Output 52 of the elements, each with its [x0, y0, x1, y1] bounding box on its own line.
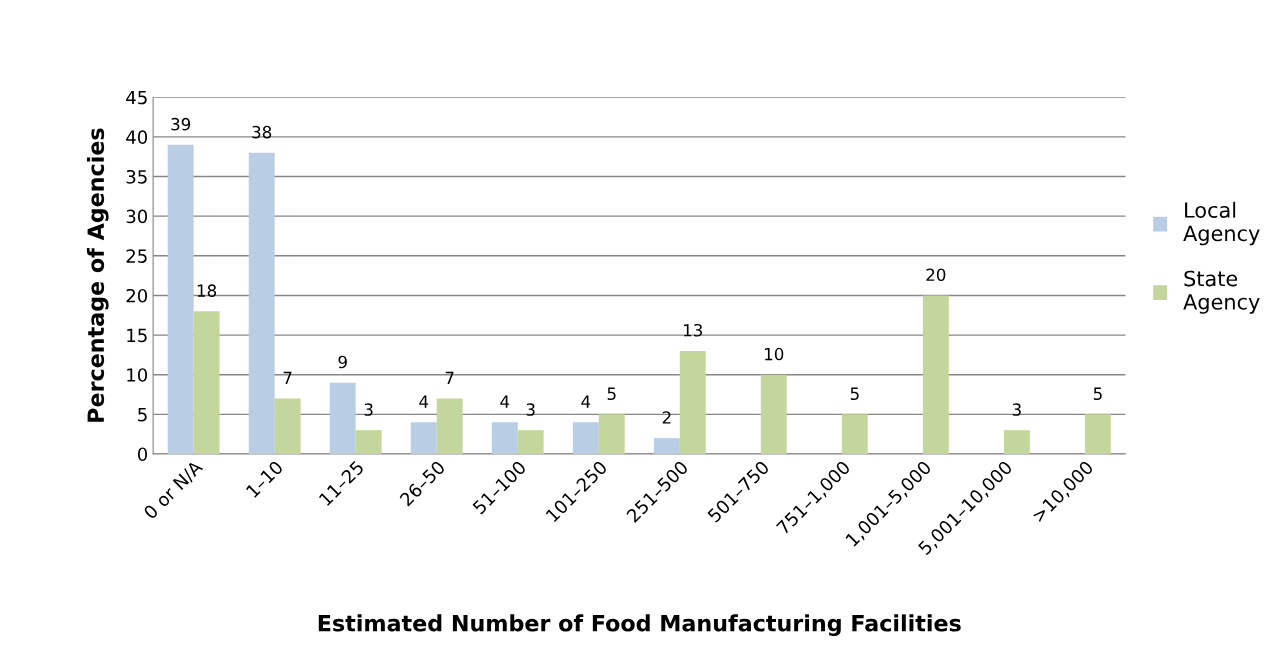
bar — [355, 430, 382, 454]
data-label: 4 — [500, 395, 510, 408]
data-label: 5 — [607, 387, 616, 401]
y-axis-title: Percentage of Agencies — [86, 128, 109, 422]
y-tick-label: 5 — [138, 408, 147, 422]
data-label: 3 — [364, 403, 373, 416]
data-label: 18 — [197, 284, 217, 297]
data-label: 5 — [850, 387, 859, 401]
bar — [679, 350, 706, 454]
data-label: 39 — [171, 117, 191, 131]
y-tick-label: 20 — [126, 288, 148, 303]
data-label: 3 — [526, 403, 535, 416]
legend-label: Local Agency — [1183, 201, 1260, 246]
data-label: 3 — [1012, 403, 1021, 416]
y-tick-label: 10 — [127, 368, 148, 382]
bar — [1003, 430, 1030, 454]
data-label: 2 — [662, 411, 671, 424]
y-tick-label: 45 — [126, 90, 147, 105]
bar — [248, 152, 275, 454]
data-label: 13 — [683, 323, 703, 337]
bar — [572, 422, 599, 454]
data-label: 38 — [252, 125, 272, 139]
bar — [1084, 414, 1111, 454]
bar — [193, 311, 220, 454]
x-axis-title: Estimated Number of Food Manufacturing Facilities — [318, 614, 961, 637]
bar — [760, 374, 787, 454]
data-label: 9 — [338, 355, 347, 369]
bar — [491, 422, 518, 454]
bar — [598, 414, 625, 454]
data-label: 4 — [581, 395, 591, 408]
y-tick-label: 25 — [126, 249, 147, 263]
data-label: 7 — [283, 371, 292, 384]
bar — [410, 422, 437, 454]
y-tick-label: 35 — [126, 169, 147, 184]
bar — [167, 144, 194, 454]
bar — [329, 382, 356, 454]
bar — [841, 414, 868, 454]
y-tick-label: 0 — [137, 447, 148, 462]
y-tick-label: 15 — [127, 328, 147, 343]
y-tick-label: 40 — [126, 130, 148, 144]
bar — [653, 438, 680, 454]
data-label: 4 — [419, 395, 429, 408]
data-label: 20 — [926, 268, 946, 282]
bar — [922, 295, 949, 454]
legend-label: State Agency — [1183, 270, 1260, 314]
data-label: 10 — [765, 347, 784, 361]
data-label: 5 — [1093, 387, 1102, 401]
bar — [436, 398, 463, 454]
y-tick-label: 30 — [126, 209, 148, 224]
bar — [517, 430, 544, 454]
data-label: 7 — [445, 371, 454, 384]
bar — [274, 398, 301, 454]
